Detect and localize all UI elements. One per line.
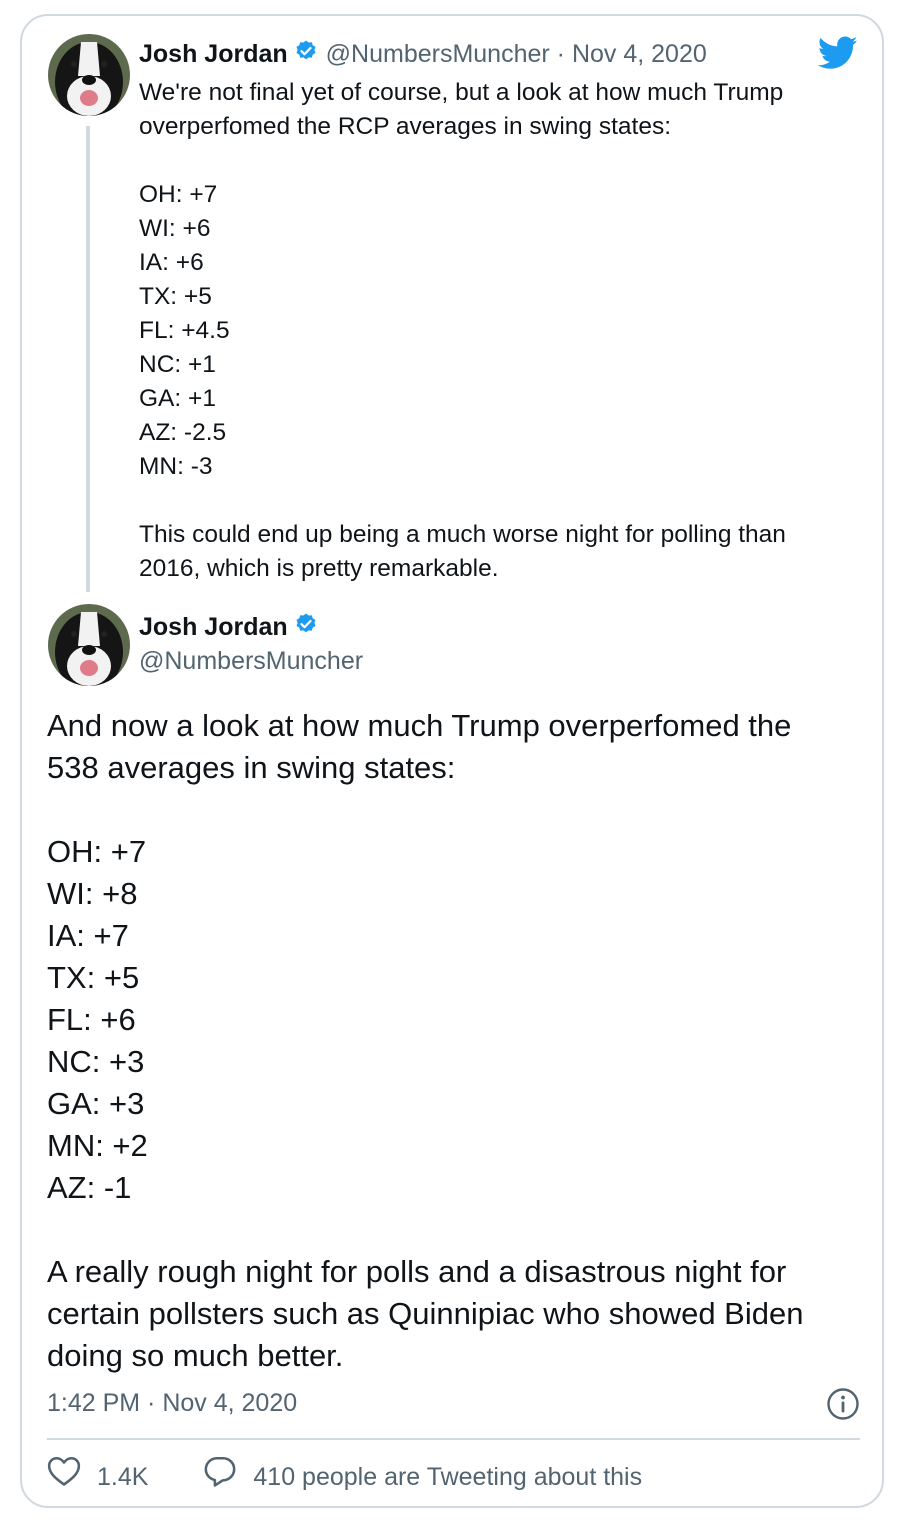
like-count: 1.4K: [97, 1463, 149, 1491]
tweet-text-line: AZ: -1: [47, 1170, 132, 1205]
quoted-tweet-text: We're not final yet of course, but a loo…: [139, 76, 869, 586]
author-avatar[interactable]: [48, 34, 130, 116]
tweet-text-line: GA: +1: [139, 385, 216, 412]
tweet-text-line: [47, 789, 867, 831]
tweet-text-line: GA: +3: [47, 1086, 145, 1121]
tweet-text-line: WI: +6: [139, 215, 211, 242]
tweet-text-line: [139, 484, 869, 518]
tweet-text-line: IA: +7: [47, 918, 129, 953]
author-name[interactable]: Josh Jordan: [139, 40, 288, 68]
tweet-text-line: doing so much better.: [47, 1338, 344, 1373]
tweet-text-line: NC: +3: [47, 1044, 145, 1079]
tweet-text-line: OH: +7: [47, 834, 147, 869]
tweet-text-line: And now a look at how much Trump overper…: [47, 708, 792, 743]
tweet-text-line: [139, 144, 869, 178]
author-handle[interactable]: @NumbersMuncher: [325, 40, 550, 68]
tweet-text-line: TX: +5: [47, 960, 140, 995]
heart-icon: [47, 1455, 97, 1499]
verified-badge-icon: [294, 39, 318, 71]
tweet-text-line: OH: +7: [139, 181, 218, 208]
author-name[interactable]: Josh Jordan: [139, 613, 288, 641]
tweet-text-line: A really rough night for polls and a dis…: [47, 1254, 787, 1289]
tweet-text-line: 2016, which is pretty remarkable.: [139, 555, 499, 582]
tweet-text-line: This could end up being a much worse nig…: [139, 521, 786, 548]
main-tweet-text: And now a look at how much Trump overper…: [47, 705, 867, 1377]
verified-badge-icon: [294, 612, 318, 644]
reply-bubble-icon: [203, 1455, 253, 1499]
tweet-text-line: certain pollsters such as Quinnipiac who…: [47, 1296, 804, 1331]
author-handle[interactable]: @NumbersMuncher: [139, 647, 364, 675]
tweet-text-line: MN: -3: [139, 453, 213, 480]
tweet-text-line: FL: +4.5: [139, 317, 230, 344]
thread-connector-line: [86, 126, 90, 592]
divider: [47, 1438, 860, 1440]
main-tweet-author: Josh Jordan: [139, 611, 318, 644]
tweet-text-line: TX: +5: [139, 283, 212, 310]
twitter-bird-icon[interactable]: [817, 36, 858, 75]
quoted-tweet-header: Josh Jordan @NumbersMuncher · Nov 4, 2020: [139, 38, 707, 71]
tweet-timestamp[interactable]: 1:42 PM · Nov 4, 2020: [47, 1389, 298, 1417]
tweet-text-line: overperfomed the RCP averages in swing s…: [139, 113, 672, 140]
tweet-date[interactable]: · Nov 4, 2020: [556, 40, 707, 68]
tweet-actions: 1.4K 410 people are Tweeting about this: [47, 1455, 642, 1495]
conversation-link[interactable]: 410 people are Tweeting about this: [203, 1455, 642, 1499]
info-icon[interactable]: [826, 1387, 860, 1426]
tweet-text-line: NC: +1: [139, 351, 216, 378]
tweet-text-line: MN: +2: [47, 1128, 148, 1163]
tweet-text-line: 538 averages in swing states:: [47, 750, 456, 785]
tweet-text-line: AZ: -2.5: [139, 419, 227, 446]
tweet-text-line: IA: +6: [139, 249, 204, 276]
like-button[interactable]: 1.4K: [47, 1455, 148, 1499]
tweet-text-line: WI: +8: [47, 876, 138, 911]
author-avatar[interactable]: [48, 604, 130, 686]
conversation-text: 410 people are Tweeting about this: [253, 1463, 643, 1491]
tweet-text-line: We're not final yet of course, but a loo…: [139, 79, 784, 106]
tweet-text-line: [47, 1209, 867, 1251]
tweet-card: [20, 14, 884, 1508]
tweet-text-line: FL: +6: [47, 1002, 136, 1037]
